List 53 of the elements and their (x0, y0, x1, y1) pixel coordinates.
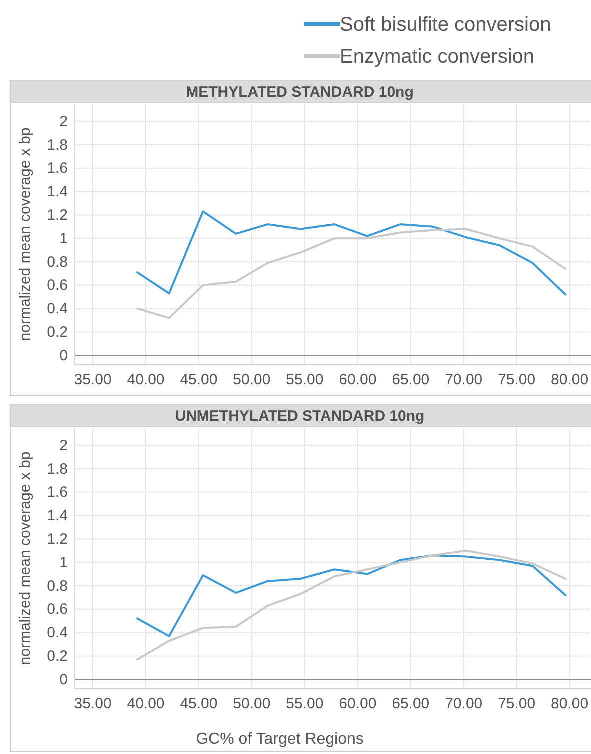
chart-title: UNMETHYLATED STANDARD 10ng (175, 408, 425, 425)
x-tick-label: 75.00 (498, 696, 536, 713)
y-tick-label: 0.4 (47, 300, 68, 318)
y-tick-label: 1.8 (47, 460, 68, 478)
legend-label: Enzymatic conversion (340, 46, 535, 68)
x-axis-title: GC% of Target Regions (196, 731, 364, 748)
y-tick-label: 0.2 (47, 324, 68, 342)
y-tick-label: 0.4 (47, 624, 68, 642)
x-tick-label: 80.00 (551, 696, 589, 713)
x-tick-label: 45.00 (180, 372, 218, 389)
y-tick-label: 1.2 (47, 530, 68, 548)
chart-title: METHYLATED STANDARD 10ng (186, 84, 414, 101)
x-tick-label: 65.00 (392, 696, 430, 713)
y-tick-label: 1 (60, 230, 68, 248)
x-tick-label: 35.00 (74, 696, 112, 713)
y-axis-title: normalized mean coverage x bp (17, 128, 34, 342)
x-tick-label: 35.00 (74, 372, 112, 389)
x-tick-label: 50.00 (233, 372, 271, 389)
y-axis-title: normalized mean coverage x bp (17, 452, 34, 666)
y-tick-label: 2 (60, 113, 68, 130)
y-tick-label: 1.6 (47, 160, 68, 178)
x-tick-label: 75.00 (498, 372, 536, 389)
line-series (136, 554, 567, 638)
y-tick-label: 0.6 (47, 277, 68, 294)
y-tick-label: 1.6 (47, 484, 68, 502)
x-tick-label: 65.00 (392, 372, 430, 389)
y-tick-label: 1 (60, 554, 68, 572)
line-series (136, 550, 567, 661)
line-series (136, 228, 567, 320)
x-tick-label: 80.00 (551, 372, 589, 389)
y-tick-label: 1.4 (47, 508, 68, 525)
line-series (136, 210, 567, 296)
x-tick-label: 70.00 (445, 696, 483, 713)
x-tick-label: 55.00 (286, 372, 324, 389)
y-tick-label: 0.6 (47, 601, 68, 618)
y-tick-label: 1.4 (47, 184, 68, 201)
x-tick-label: 60.00 (339, 696, 377, 713)
x-tick-label: 40.00 (127, 696, 165, 713)
y-tick-label: 1.2 (47, 206, 68, 224)
x-tick-label: 50.00 (233, 696, 271, 713)
y-tick-label: 0 (60, 671, 68, 688)
y-tick-label: 2 (60, 437, 68, 454)
y-tick-label: 1.8 (47, 136, 68, 154)
y-tick-label: 0.2 (47, 648, 68, 666)
x-tick-label: 45.00 (180, 696, 218, 713)
x-tick-label: 55.00 (286, 696, 324, 713)
x-tick-label: 40.00 (127, 372, 165, 389)
legend-label: Soft bisulfite conversion (340, 14, 552, 36)
y-tick-label: 0 (60, 347, 68, 364)
y-tick-label: 0.8 (47, 254, 68, 271)
y-tick-label: 0.8 (47, 578, 68, 595)
x-tick-label: 60.00 (339, 372, 377, 389)
x-tick-label: 70.00 (445, 372, 483, 389)
